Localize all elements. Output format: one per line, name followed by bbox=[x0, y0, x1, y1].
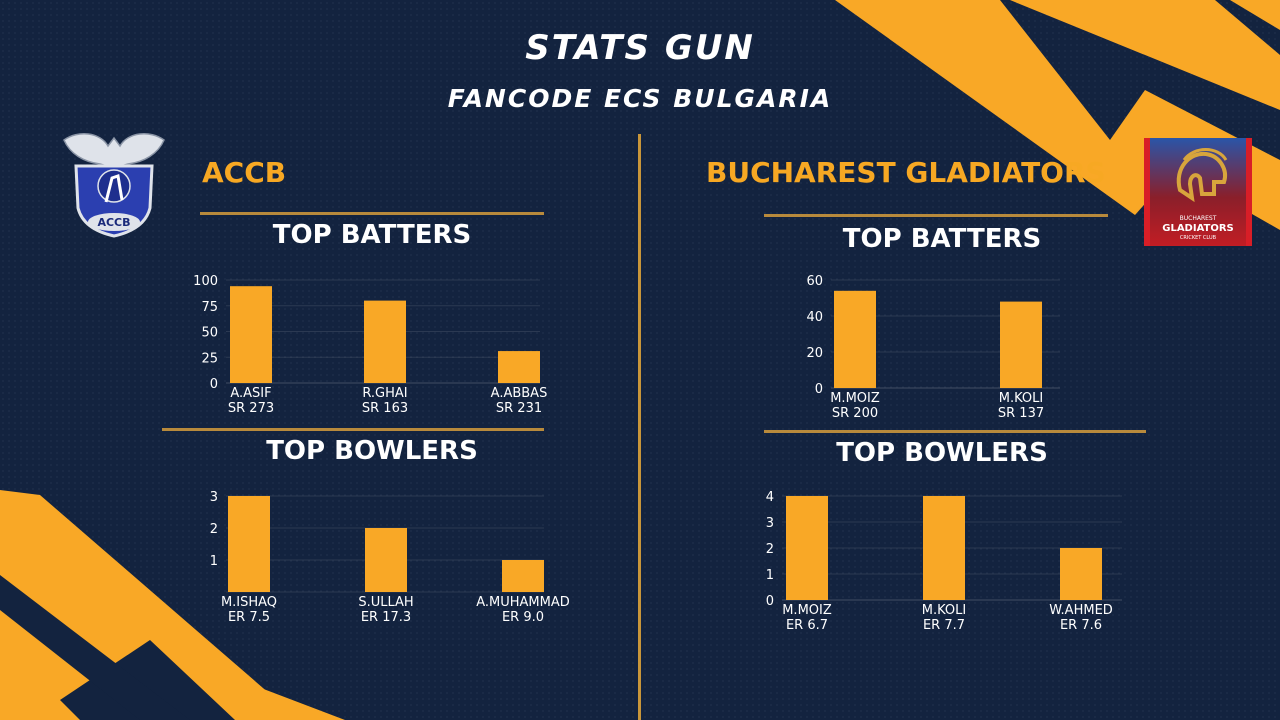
accb-batters-player-label: A.ASIF bbox=[230, 386, 271, 401]
accb-batters-rate-label: SR 163 bbox=[362, 401, 408, 416]
page-title: STATS GUN bbox=[525, 28, 755, 68]
gladiators-batters-ytick: 20 bbox=[806, 346, 823, 361]
accb-batters-rate-label: SR 273 bbox=[228, 401, 274, 416]
slash-bottom-left-2 bbox=[240, 680, 345, 720]
accb-bowlers-ytick: 2 bbox=[210, 522, 218, 537]
slash-top-right-3 bbox=[1230, 0, 1280, 30]
gladiators-batters-player-label: M.MOIZ bbox=[830, 391, 880, 406]
section-title-gladiators-batters: TOP BATTERS bbox=[842, 224, 1042, 254]
gladiators-bowlers-bar bbox=[923, 496, 965, 600]
gladiators-batters-rate-label: SR 137 bbox=[998, 406, 1044, 421]
accb-bowlers-ytick: 3 bbox=[210, 490, 218, 505]
gladiators-batters-bar bbox=[834, 290, 876, 388]
accb-bowlers-player-label: S.ULLAH bbox=[358, 595, 413, 610]
accb-batters-ytick: 75 bbox=[201, 300, 218, 315]
accb-bowlers-rate-label: ER 7.5 bbox=[228, 610, 270, 625]
team-name-accb: ACCB bbox=[202, 156, 287, 189]
accb-bowlers-bar bbox=[502, 560, 544, 592]
section-title-gladiators-bowlers: TOP BOWLERS bbox=[836, 438, 1048, 468]
team-name-bucharest-gladiators: BUCHAREST GLADIATORS bbox=[706, 156, 1106, 189]
accb-bowlers-player-label: M.ISHAQ bbox=[221, 595, 277, 610]
gladiators-bowlers-player-label: W.AHMED bbox=[1049, 603, 1113, 618]
section-title-accb-bowlers: TOP BOWLERS bbox=[266, 436, 478, 466]
accb-batters-ytick: 100 bbox=[193, 274, 218, 289]
accb-bowlers-bar bbox=[228, 496, 270, 592]
accb-logo-text: ACCB bbox=[97, 216, 130, 229]
gladiators-batters-player-label: M.KOLI bbox=[999, 391, 1043, 406]
accb-bowlers-ytick: 1 bbox=[210, 554, 218, 569]
gladiators-bowlers-player-label: M.KOLI bbox=[922, 603, 966, 618]
section-title-accb-batters: TOP BATTERS bbox=[272, 220, 472, 250]
page-subtitle: FANCODE ECS BULGARIA bbox=[447, 84, 833, 113]
accb-batters-ytick: 25 bbox=[201, 351, 218, 366]
slash-bottom-left-gap-2 bbox=[0, 575, 190, 720]
accb-bowlers-bar bbox=[365, 528, 407, 592]
accb-bowlers-player-label: A.MUHAMMAD bbox=[476, 595, 570, 610]
gladiators-batters-rate-label: SR 200 bbox=[832, 406, 878, 421]
rule-accb-top bbox=[200, 212, 544, 215]
rule-gladiators-mid bbox=[764, 430, 1146, 433]
gladiators-bowlers-rate-label: ER 6.7 bbox=[786, 618, 828, 633]
gladiators-batters-ytick: 40 bbox=[806, 310, 823, 325]
accb-batters-bar bbox=[498, 351, 540, 383]
accb-eagle-crest-icon: ACCB bbox=[63, 133, 165, 238]
accb-batters-bar bbox=[230, 286, 272, 383]
accb-bowlers-rate-label: ER 9.0 bbox=[502, 610, 544, 625]
gladiators-logo-line3: CRICKET CLUB bbox=[1180, 235, 1217, 241]
accb-bowlers-rate-label: ER 17.3 bbox=[361, 610, 411, 625]
gladiators-bowlers-bar bbox=[786, 496, 828, 600]
slash-bottom-left-gap bbox=[60, 640, 235, 720]
gladiators-bowlers-bar bbox=[1060, 548, 1102, 600]
gladiators-logo-line1: BUCHAREST bbox=[1180, 215, 1217, 222]
accb-batters-rate-label: SR 231 bbox=[496, 401, 542, 416]
gladiators-batters-ytick: 0 bbox=[815, 382, 823, 397]
accb-batters-ytick: 0 bbox=[210, 377, 218, 392]
gladiators-bowlers-ytick: 1 bbox=[766, 568, 774, 583]
gladiators-bowlers-rate-label: ER 7.6 bbox=[1060, 618, 1102, 633]
gladiators-bowlers-ytick: 0 bbox=[766, 594, 774, 609]
gladiators-bowlers-ytick: 3 bbox=[766, 516, 774, 531]
rule-accb-mid bbox=[162, 428, 544, 431]
center-divider bbox=[638, 134, 641, 720]
gladiators-bowlers-ytick: 4 bbox=[766, 490, 774, 505]
accb-batters-player-label: A.ABBAS bbox=[491, 386, 548, 401]
accb-batters-bar bbox=[364, 300, 406, 383]
rule-gladiators-top bbox=[764, 214, 1108, 217]
accb-batters-ytick: 50 bbox=[201, 326, 218, 341]
gladiators-batters-bar bbox=[1000, 301, 1042, 388]
gladiators-bowlers-ytick: 2 bbox=[766, 542, 774, 557]
gladiators-batters-ytick: 60 bbox=[806, 274, 823, 289]
gladiator-helmet-icon: BUCHAREST GLADIATORS CRICKET CLUB bbox=[1144, 138, 1252, 246]
gladiators-logo-line2: GLADIATORS bbox=[1162, 223, 1234, 234]
gladiators-bowlers-player-label: M.MOIZ bbox=[782, 603, 832, 618]
accb-batters-player-label: R.GHAI bbox=[362, 386, 407, 401]
slash-top-right-2 bbox=[1010, 0, 1280, 110]
gladiators-bowlers-rate-label: ER 7.7 bbox=[923, 618, 965, 633]
